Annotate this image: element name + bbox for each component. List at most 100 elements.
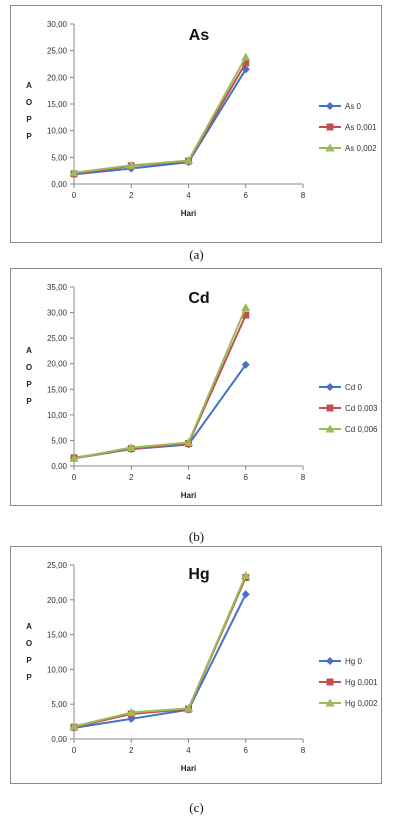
legend-label: Cd 0	[345, 383, 362, 392]
y-tick-label: 20,00	[47, 360, 68, 369]
x-tick-label: 0	[72, 473, 77, 482]
series-line	[73, 68, 247, 176]
legend-marker	[325, 424, 335, 433]
caption-b: (b)	[188, 529, 205, 544]
y-axis-label-letter: P	[26, 656, 32, 665]
x-tick-label: 6	[244, 191, 249, 200]
y-tick-label: 20,00	[47, 73, 68, 82]
legend-label: As 0	[345, 102, 362, 111]
y-tick-label: 5,00	[51, 436, 67, 445]
data-point	[242, 311, 250, 319]
y-axis-label-letter: O	[26, 363, 32, 372]
y-tick-label: 5,00	[51, 700, 67, 709]
data-point	[184, 703, 193, 712]
y-tick-label: 35,00	[47, 283, 68, 292]
legend-marker	[326, 102, 334, 110]
legend-marker	[326, 678, 334, 686]
legend-label: Cd 0,006	[345, 425, 378, 434]
x-tick-label: 4	[186, 473, 191, 482]
chart-panel-hg: 0,00 5,00 10,00 15,00 20,00 25,00 0 2 4 6 8 Hg Hari A…	[10, 546, 382, 784]
x-tick-label: 8	[301, 473, 306, 482]
y-tick-label: 25,00	[47, 334, 68, 343]
x-tick-label: 6	[244, 746, 249, 755]
data-point	[127, 714, 136, 723]
data-point	[241, 65, 250, 74]
data-point	[69, 168, 79, 177]
x-tick-label: 8	[301, 746, 306, 755]
legend-marker	[326, 404, 334, 412]
y-tick-label: 0,00	[51, 180, 67, 189]
y-tick-label: 15,00	[47, 385, 68, 394]
x-tick-label: 2	[129, 191, 134, 200]
x-tick-label: 4	[186, 191, 191, 200]
x-tick-label: 6	[244, 473, 249, 482]
series-line	[73, 62, 247, 175]
x-axis-label: Hari	[181, 209, 197, 218]
chart-title: As	[189, 27, 210, 44]
y-tick-label: 5,00	[51, 153, 67, 162]
y-tick-label: 30,00	[47, 309, 68, 318]
x-tick-label: 8	[301, 191, 306, 200]
legend-label: Hg 0	[345, 657, 362, 666]
x-tick-label: 2	[129, 746, 134, 755]
data-point	[69, 721, 79, 730]
y-tick-label: 30,00	[47, 20, 68, 29]
legend-label: As 0,001	[345, 123, 377, 132]
y-axis-label-letter: O	[26, 98, 32, 107]
x-tick-label: 0	[72, 191, 77, 200]
legend-label: Hg 0,001	[345, 678, 378, 687]
y-axis-label-letter: P	[26, 397, 32, 406]
x-tick-label: 2	[129, 473, 134, 482]
series-line	[73, 314, 247, 459]
y-tick-label: 25,00	[47, 561, 68, 570]
caption-a: (a)	[189, 247, 204, 262]
chart-cd: 0,00 5,00 10,00 15,00 20,00 25,00 30,00 35,00 0 2…	[26, 283, 378, 500]
y-tick-label: 0,00	[51, 462, 67, 471]
data-point	[126, 443, 136, 452]
y-axis-label-letter: P	[26, 115, 32, 124]
series-line	[73, 307, 247, 460]
y-axis-label-letter: O	[26, 639, 32, 648]
legend-marker	[326, 657, 334, 665]
data-point	[184, 156, 193, 165]
y-tick-label: 10,00	[47, 411, 68, 420]
y-tick-label: 15,00	[47, 631, 68, 640]
legend-marker	[326, 123, 334, 131]
data-point	[242, 59, 250, 67]
y-tick-label: 15,00	[47, 100, 68, 109]
legend-label: As 0,002	[345, 144, 377, 153]
x-tick-label: 0	[72, 746, 77, 755]
data-point	[241, 590, 250, 599]
y-axis-label-letter: P	[26, 132, 32, 141]
series-line	[73, 56, 247, 174]
legend-marker	[326, 383, 334, 391]
series-line	[73, 593, 247, 729]
chart-title: Cd	[188, 290, 209, 307]
data-point	[241, 302, 251, 311]
y-tick-label: 10,00	[47, 665, 68, 674]
y-axis-label-letter: P	[26, 380, 32, 389]
y-tick-label: 10,00	[47, 127, 68, 136]
chart-panel-cd: 0,00 5,00 10,00 15,00 20,00 25,00 30,00 35,00 0 2…	[10, 268, 382, 506]
y-axis-label-letter: A	[26, 81, 32, 90]
y-axis-label-letter: A	[26, 622, 32, 631]
y-axis-label-letter: A	[26, 346, 32, 355]
legend-marker	[325, 143, 335, 152]
caption-c: (c)	[189, 800, 204, 815]
y-tick-label: 25,00	[47, 47, 68, 56]
series-line	[73, 575, 247, 728]
x-axis-label: Hari	[181, 491, 197, 500]
series-line	[73, 577, 247, 729]
data-point	[126, 160, 136, 169]
y-tick-label: 0,00	[51, 735, 67, 744]
legend-label: Cd 0,003	[345, 404, 378, 413]
data-point	[184, 437, 193, 446]
chart-title: Hg	[188, 566, 209, 583]
y-tick-label: 20,00	[47, 596, 68, 605]
chart-hg: 0,00 5,00 10,00 15,00 20,00 25,00 0 2 4 6 8 Hg Hari A…	[26, 561, 378, 773]
data-point	[241, 360, 250, 369]
data-point	[241, 570, 251, 579]
data-point	[126, 708, 136, 717]
legend-label: Hg 0,002	[345, 699, 378, 708]
data-point	[241, 52, 251, 61]
